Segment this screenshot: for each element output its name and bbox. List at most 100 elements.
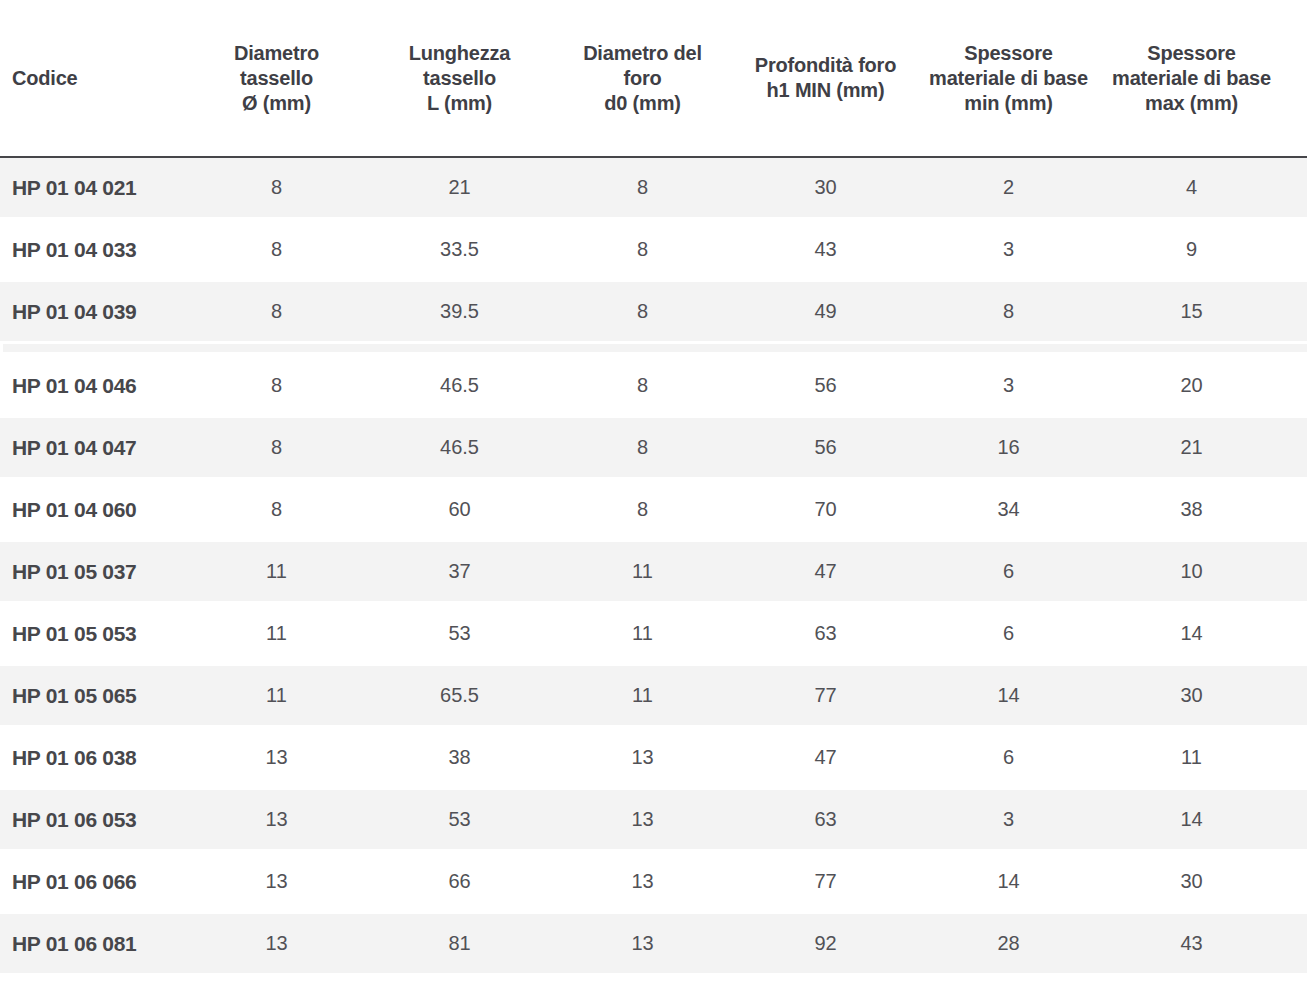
row-code: HP 01 04 033 — [3, 238, 185, 262]
column-header-diametro-tassello: Diametro tassello Ø (mm) — [185, 41, 368, 116]
row-value: 6 — [917, 560, 1100, 583]
row-value: 2 — [917, 176, 1100, 199]
row-value: 14 — [1100, 622, 1283, 645]
row-code: HP 01 04 060 — [3, 498, 185, 522]
row-value: 4 — [1100, 176, 1283, 199]
row-value: 6 — [917, 622, 1100, 645]
table-row: HP 01 05 03711371147610 — [0, 542, 1307, 601]
row-value: 47 — [734, 560, 917, 583]
row-value: 11 — [1100, 746, 1283, 769]
row-value: 8 — [185, 238, 368, 261]
table-row: HP 01 04 046846.5856320 — [0, 356, 1307, 415]
column-header-spessore-max: Spessore materiale di base max (mm) — [1100, 41, 1283, 116]
row-value: 8 — [185, 176, 368, 199]
row-value: 8 — [551, 176, 734, 199]
row-code: HP 01 04 047 — [3, 436, 185, 460]
column-header-diametro-foro: Diametro del foro d0 (mm) — [551, 41, 734, 116]
row-value: 20 — [1100, 374, 1283, 397]
row-value: 38 — [368, 746, 551, 769]
row-code: HP 01 06 038 — [3, 746, 185, 770]
dowel-spec-table-page: Codice Diametro tassello Ø (mm) Lunghezz… — [0, 0, 1307, 994]
row-value: 10 — [1100, 560, 1283, 583]
row-value: 14 — [917, 870, 1100, 893]
row-value: 9 — [1100, 238, 1283, 261]
row-value: 39.5 — [368, 300, 551, 323]
table-row: HP 01 06 05313531363314 — [0, 790, 1307, 849]
row-value: 15 — [1100, 300, 1283, 323]
row-value: 13 — [551, 870, 734, 893]
row-value: 66 — [368, 870, 551, 893]
table-row: HP 01 04 0608608703438 — [0, 480, 1307, 539]
row-value: 11 — [185, 622, 368, 645]
table-header-row: Codice Diametro tassello Ø (mm) Lunghezz… — [0, 0, 1307, 158]
row-value: 77 — [734, 684, 917, 707]
row-value: 8 — [551, 436, 734, 459]
row-value: 92 — [734, 932, 917, 955]
row-value: 34 — [917, 498, 1100, 521]
row-value: 47 — [734, 746, 917, 769]
row-value: 56 — [734, 436, 917, 459]
row-value: 30 — [1100, 870, 1283, 893]
row-value: 53 — [368, 622, 551, 645]
table-body: HP 01 04 02182183024HP 01 04 033833.5843… — [0, 158, 1307, 973]
row-value: 8 — [551, 238, 734, 261]
row-value: 8 — [917, 300, 1100, 323]
row-value: 14 — [1100, 808, 1283, 831]
row-value: 3 — [917, 374, 1100, 397]
row-value: 53 — [368, 808, 551, 831]
row-code: HP 01 05 037 — [3, 560, 185, 584]
row-value: 21 — [1100, 436, 1283, 459]
row-value: 8 — [551, 498, 734, 521]
row-value: 14 — [917, 684, 1100, 707]
row-value: 8 — [185, 374, 368, 397]
row-value: 30 — [734, 176, 917, 199]
row-value: 8 — [551, 374, 734, 397]
row-value: 81 — [368, 932, 551, 955]
table-row: HP 01 04 039839.5849815 — [0, 282, 1307, 341]
row-value: 70 — [734, 498, 917, 521]
table-row: HP 01 05 0651165.511771430 — [0, 666, 1307, 725]
row-value: 49 — [734, 300, 917, 323]
row-code: HP 01 04 046 — [3, 374, 185, 398]
row-value: 13 — [551, 932, 734, 955]
row-value: 63 — [734, 622, 917, 645]
row-value: 11 — [551, 684, 734, 707]
table-row: HP 01 04 033833.584339 — [0, 220, 1307, 279]
row-value: 46.5 — [368, 436, 551, 459]
row-value: 13 — [185, 808, 368, 831]
table-row: HP 01 04 047846.58561621 — [0, 418, 1307, 477]
column-header-lunghezza-tassello: Lunghezza tassello L (mm) — [368, 41, 551, 116]
table-row: HP 01 06 066136613771430 — [0, 852, 1307, 911]
row-value: 13 — [185, 746, 368, 769]
row-code: HP 01 06 053 — [3, 808, 185, 832]
row-value: 8 — [185, 498, 368, 521]
row-value: 46.5 — [368, 374, 551, 397]
row-value: 6 — [917, 746, 1100, 769]
table-row: HP 01 06 081138113922843 — [0, 914, 1307, 973]
row-code: HP 01 06 081 — [3, 932, 185, 956]
row-value: 8 — [185, 436, 368, 459]
row-value: 13 — [185, 932, 368, 955]
row-value: 43 — [1100, 932, 1283, 955]
row-code: HP 01 04 039 — [3, 300, 185, 324]
row-value: 30 — [1100, 684, 1283, 707]
row-value: 77 — [734, 870, 917, 893]
row-value: 13 — [551, 808, 734, 831]
row-value: 60 — [368, 498, 551, 521]
row-value: 3 — [917, 808, 1100, 831]
row-code: HP 01 05 053 — [3, 622, 185, 646]
row-value: 43 — [734, 238, 917, 261]
row-value: 21 — [368, 176, 551, 199]
row-value: 65.5 — [368, 684, 551, 707]
row-value: 11 — [551, 622, 734, 645]
row-value: 56 — [734, 374, 917, 397]
table-row: HP 01 06 03813381347611 — [0, 728, 1307, 787]
row-value: 33.5 — [368, 238, 551, 261]
row-value: 8 — [551, 300, 734, 323]
row-value: 28 — [917, 932, 1100, 955]
row-value: 11 — [185, 560, 368, 583]
row-value: 3 — [917, 238, 1100, 261]
row-value: 13 — [185, 870, 368, 893]
row-code: HP 01 06 066 — [3, 870, 185, 894]
section-separator — [3, 344, 1307, 352]
